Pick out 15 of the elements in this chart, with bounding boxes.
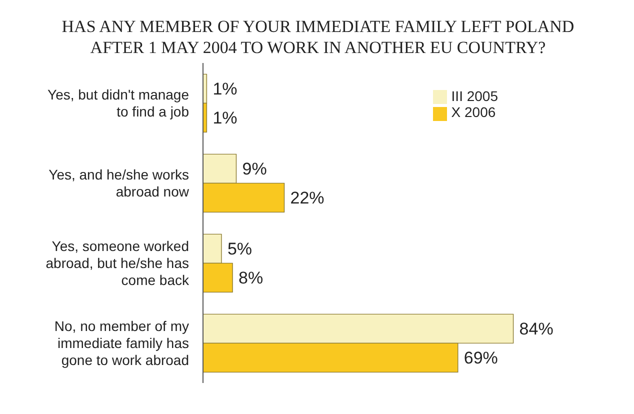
data-label: 1% xyxy=(212,108,238,128)
data-label: 84% xyxy=(519,320,554,339)
data-label: 8% xyxy=(238,268,264,288)
data-label: 5% xyxy=(227,240,252,259)
legend-label: X 2006 xyxy=(451,104,496,120)
legend-label: III 2005 xyxy=(451,88,498,104)
y-tick-label: Yes, someone worked abroad, but he/she has come back xyxy=(46,238,190,288)
y-tick-label: No, no member of my immediate family has gone to work abroad xyxy=(54,318,189,368)
y-tick-label: Yes, but didn't manage to find a job xyxy=(48,86,190,120)
y-tick-label: Yes, and he/she works abroad now xyxy=(48,166,190,200)
data-label: 22% xyxy=(290,188,324,208)
chart-title: HAS ANY MEMBER OF YOUR IMMEDIATE FAMILY LEFT POLAND AFTER 1 MAY 2004 TO WORK IN ANOTHER EU COUNTRY? xyxy=(60,16,576,58)
data-label: 9% xyxy=(242,160,267,179)
data-label: 1% xyxy=(212,80,238,99)
data-label: 69% xyxy=(464,348,498,368)
